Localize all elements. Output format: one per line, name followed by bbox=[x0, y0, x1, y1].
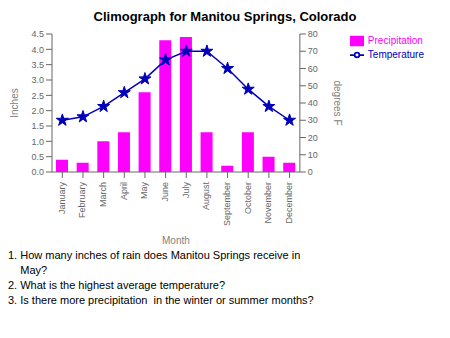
svg-text:May: May bbox=[139, 182, 149, 200]
svg-text:70: 70 bbox=[308, 46, 318, 56]
svg-text:1.0: 1.0 bbox=[31, 137, 44, 147]
html-text:1. How many inches of rain doe: 1. How many inches of rain does Manitou … bbox=[8, 249, 301, 261]
svg-text:40: 40 bbox=[308, 98, 318, 108]
svg-text:60: 60 bbox=[308, 64, 318, 74]
svg-text:November: November bbox=[263, 182, 273, 224]
svg-text:80: 80 bbox=[308, 29, 318, 39]
svg-text:3.0: 3.0 bbox=[31, 75, 44, 85]
svg-text:2.5: 2.5 bbox=[31, 91, 44, 101]
svg-text:10: 10 bbox=[308, 150, 318, 160]
svg-text:50: 50 bbox=[308, 81, 318, 91]
svg-text:December: December bbox=[284, 182, 294, 224]
svg-text:January: January bbox=[57, 182, 67, 215]
svg-text:2.0: 2.0 bbox=[31, 106, 44, 116]
svg-text:July: July bbox=[181, 182, 191, 199]
svg-text:October: October bbox=[243, 182, 253, 214]
svg-text:0: 0 bbox=[308, 167, 313, 177]
svg-text:20: 20 bbox=[308, 133, 318, 143]
svg-text:4.0: 4.0 bbox=[31, 45, 44, 55]
svg-text:August: August bbox=[201, 182, 211, 211]
svg-text:February: February bbox=[77, 182, 87, 219]
html-text:Climograph for Manitou Springs: Climograph for Manitou Springs, Colorado bbox=[93, 9, 357, 24]
html-text:3. Is there more precipitation: 3. Is there more precipitation in the wi… bbox=[8, 294, 314, 306]
svg-text:3.5: 3.5 bbox=[31, 60, 44, 70]
html-text:Temperature: Temperature bbox=[367, 48, 424, 60]
svg-text:September: September bbox=[222, 182, 232, 226]
svg-text:0.5: 0.5 bbox=[31, 152, 44, 162]
svg-text:April: April bbox=[119, 182, 129, 200]
svg-text:March: March bbox=[98, 182, 108, 207]
svg-text:June: June bbox=[160, 182, 170, 202]
svg-text:1.5: 1.5 bbox=[31, 121, 44, 131]
html-text:Precipitation: Precipitation bbox=[367, 34, 423, 46]
svg-text:4.5: 4.5 bbox=[31, 29, 44, 39]
svg-text:degrees F: degrees F bbox=[332, 80, 343, 125]
svg-text:0.0: 0.0 bbox=[31, 167, 44, 177]
svg-text:Month: Month bbox=[162, 235, 190, 244]
svg-text:30: 30 bbox=[308, 115, 318, 125]
svg-text:Inches: Inches bbox=[9, 88, 20, 117]
html-text:May?: May? bbox=[8, 264, 48, 276]
html-text:2. What is the highest average: 2. What is the highest average temperatu… bbox=[8, 279, 226, 291]
